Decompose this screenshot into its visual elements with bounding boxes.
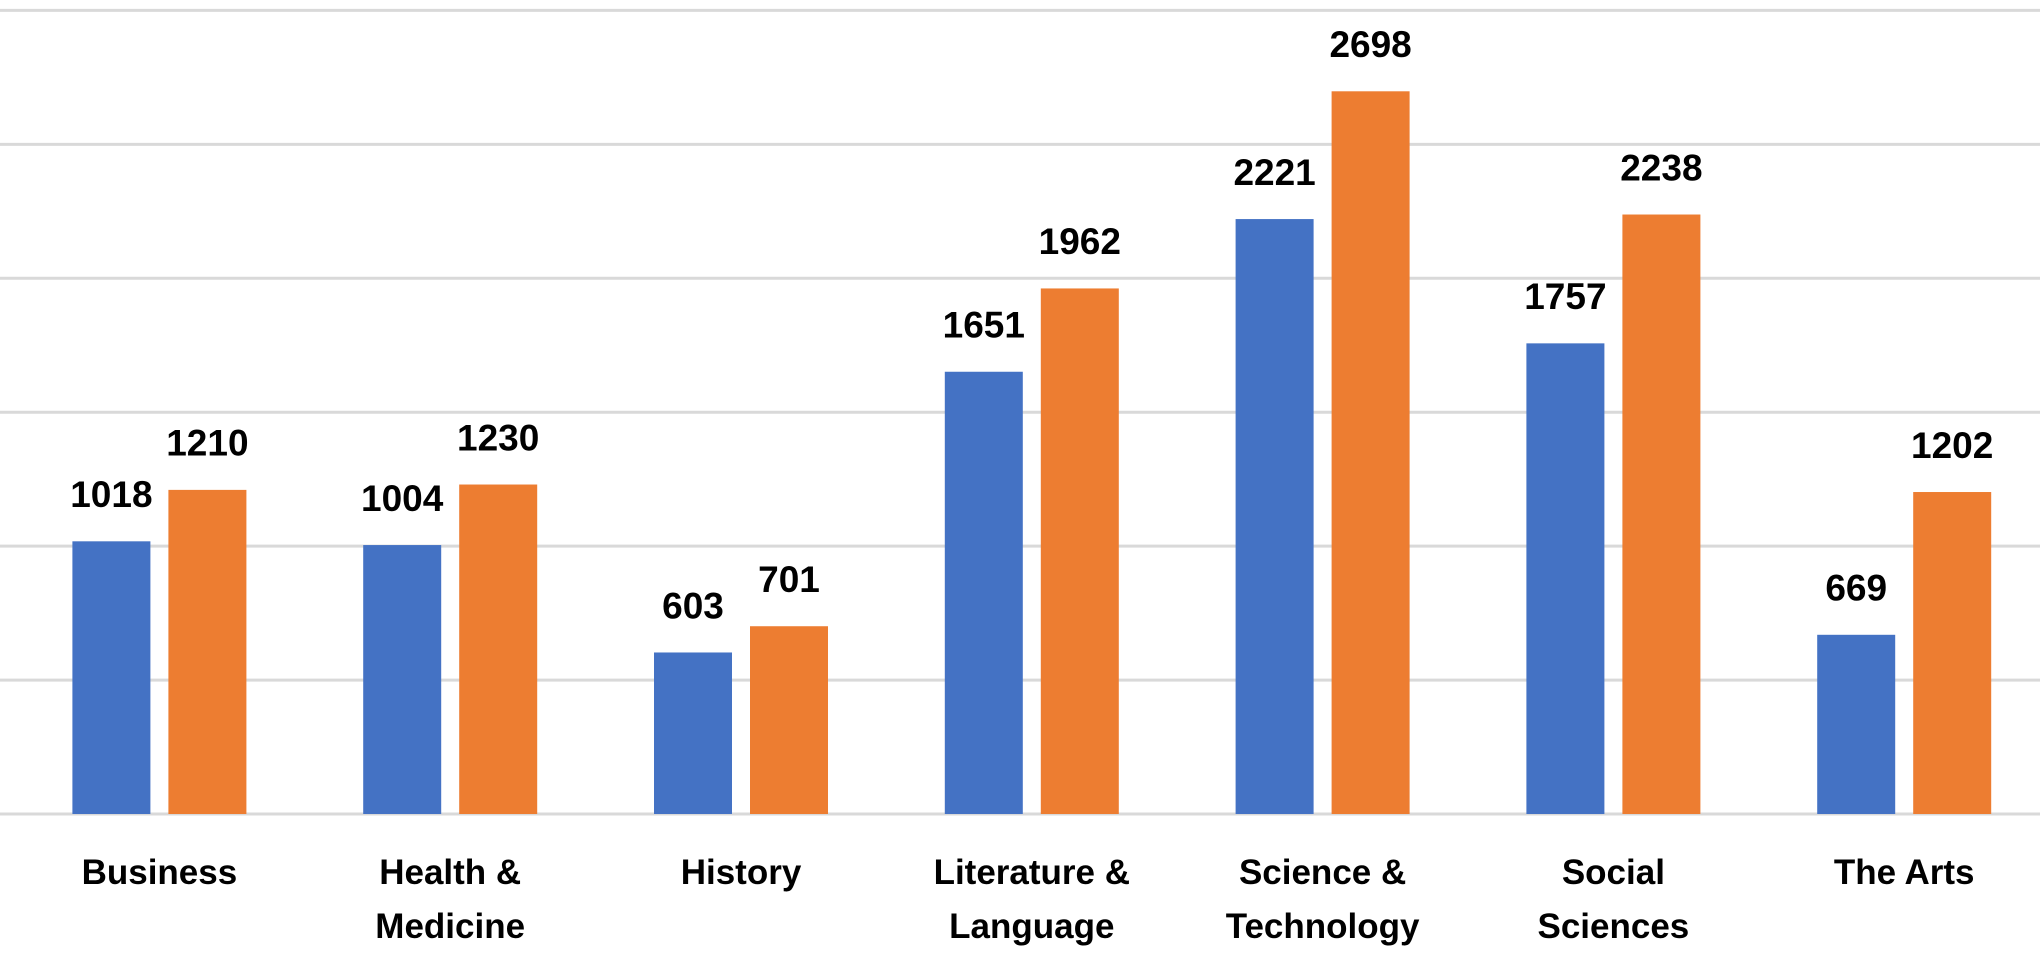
data-label: 2221 <box>1233 152 1315 193</box>
x-tick-label: Business <box>81 853 238 892</box>
bar <box>1235 219 1314 815</box>
bar <box>1331 91 1410 815</box>
data-label: 1018 <box>70 474 152 515</box>
data-label: 669 <box>1825 568 1887 609</box>
bar <box>1817 634 1896 814</box>
data-label: 603 <box>662 585 724 626</box>
bar <box>459 484 538 814</box>
data-label: 701 <box>758 559 820 600</box>
bar <box>1526 343 1605 814</box>
bar <box>363 545 442 814</box>
bar <box>750 626 828 814</box>
bar <box>654 652 732 814</box>
bar <box>72 541 151 814</box>
data-label: 1202 <box>1911 425 1993 466</box>
data-label: 1230 <box>457 417 539 458</box>
bar <box>1040 288 1119 815</box>
x-tick-label: The Arts <box>1833 853 1975 892</box>
x-tick-label: Social Sciences <box>1537 853 1690 946</box>
x-tick-label: History <box>680 853 802 892</box>
data-label: 1757 <box>1524 276 1606 317</box>
data-label: 1651 <box>943 305 1025 346</box>
bar <box>1913 492 1992 814</box>
data-label: 1004 <box>361 478 444 519</box>
data-label: 1962 <box>1039 221 1121 262</box>
x-tick-label: Science & Technology <box>1225 853 1420 946</box>
bar <box>944 371 1023 814</box>
x-tick-label: Literature & Language <box>933 853 1131 946</box>
x-tick-label: Health & Medicine <box>375 853 526 946</box>
bar <box>168 489 247 814</box>
data-label: 1210 <box>166 423 248 464</box>
data-label: 2698 <box>1329 24 1411 65</box>
bar <box>1622 214 1701 814</box>
data-label: 2238 <box>1620 147 1702 188</box>
